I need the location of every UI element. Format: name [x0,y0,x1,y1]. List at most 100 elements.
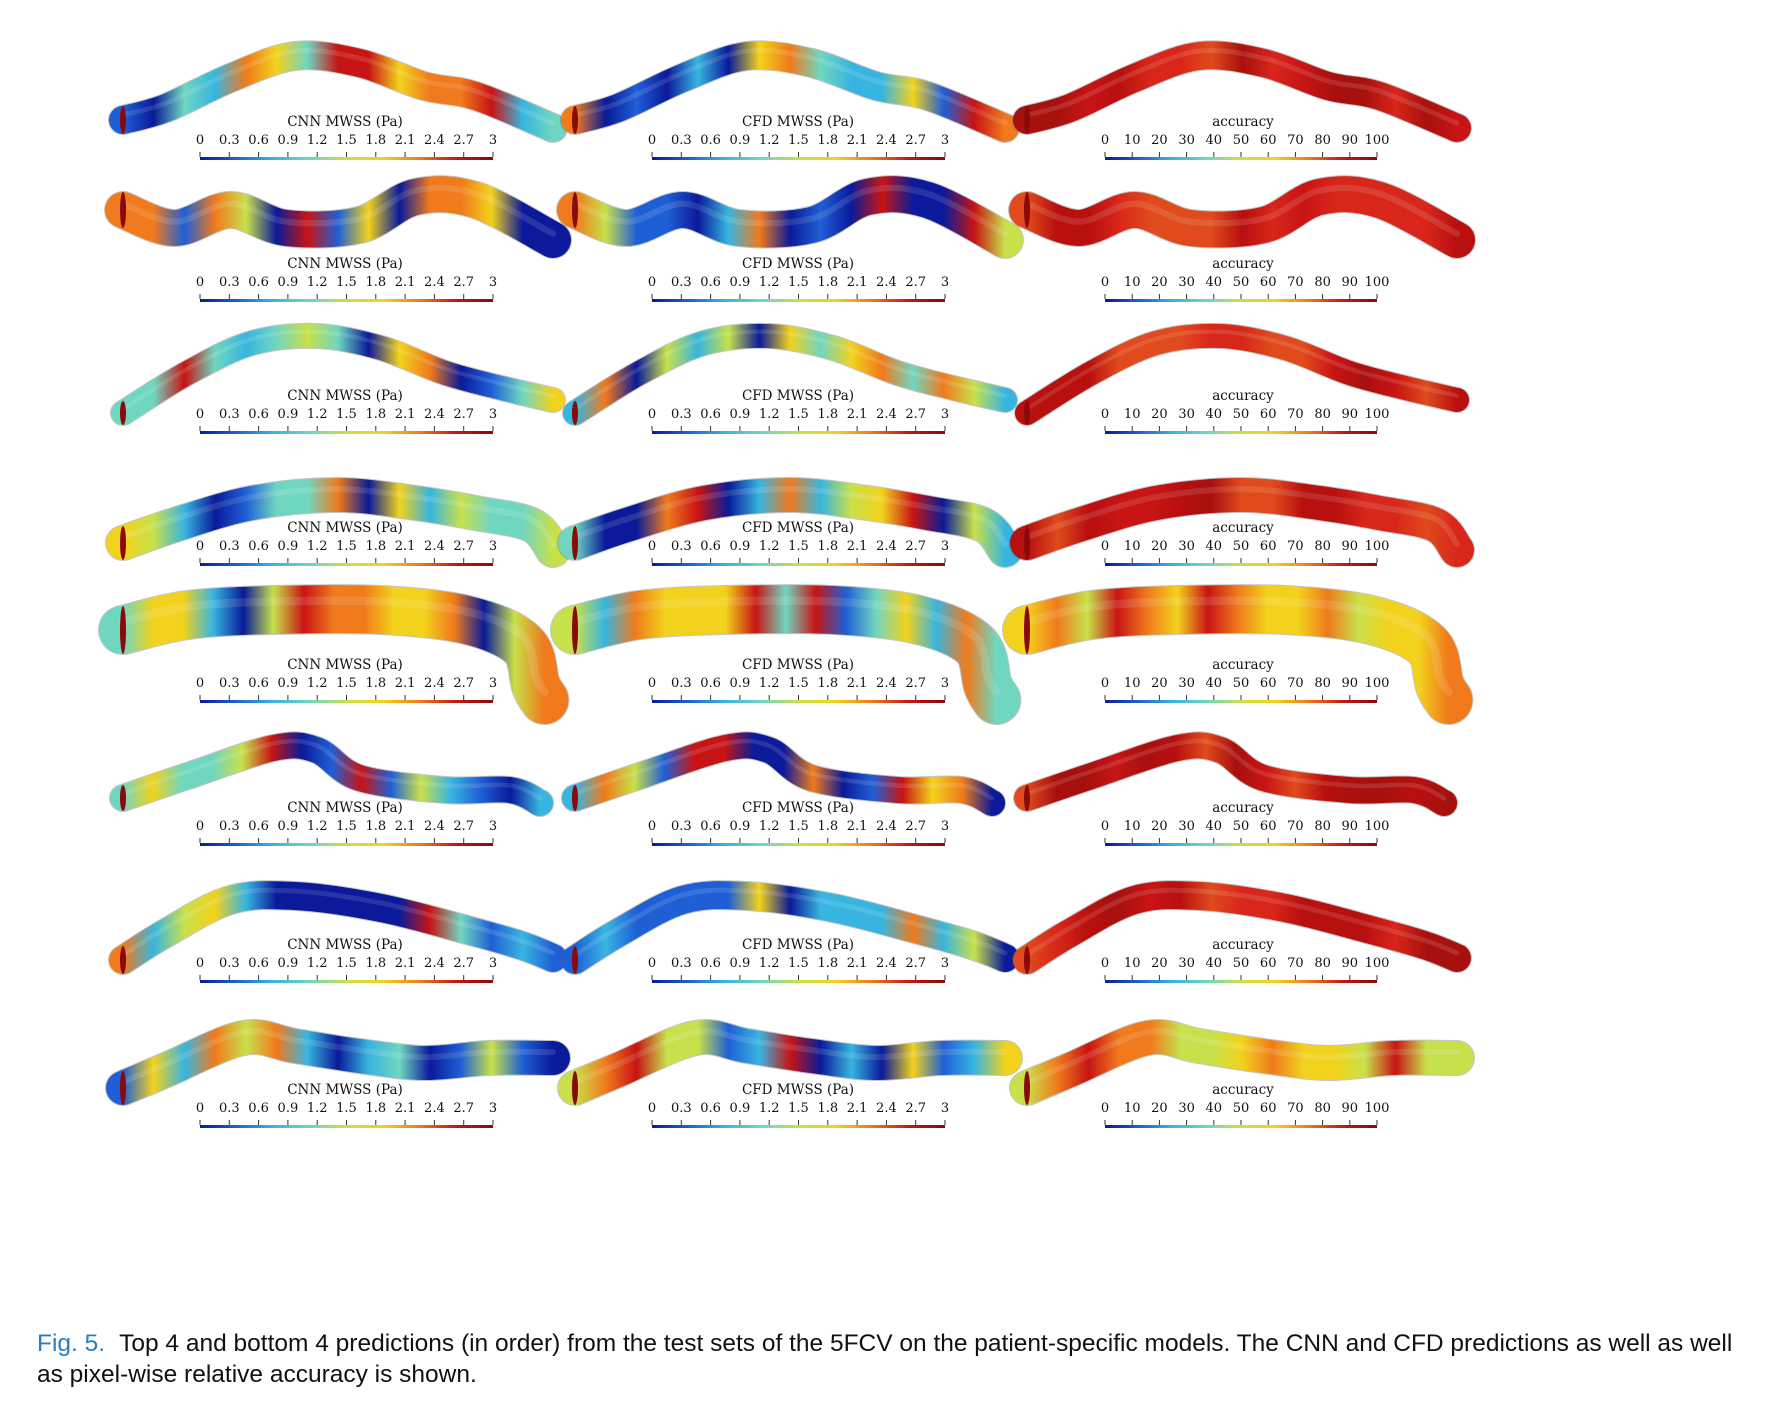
colorbar-gradient [1105,843,1377,846]
colorbar-tick-label: 2.7 [453,407,474,422]
colorbar-cnn: CNN MWSS (Pa) 0 0.3 0.6 0.9 1.2 1.5 1.8 2.1 2.4 2.… [196,256,497,302]
colorbar-tick-label: 0.6 [700,1101,721,1116]
colorbar-title: CNN MWSS (Pa) [287,388,403,404]
colorbar-tick-label: 1.8 [817,1101,838,1116]
colorbar-tick-label: 70 [1287,133,1304,148]
vessel-surface [109,41,567,142]
colorbar-tick-label: 0.3 [219,133,240,148]
colorbar-tick-label: 90 [1342,407,1359,422]
colorbar-tick-label: 0 [1101,407,1109,422]
colorbar-tick-label: 2.1 [395,275,416,290]
colorbar-cnn: CNN MWSS (Pa) 0 0.3 0.6 0.9 1.2 1.5 1.8 2.1 2.4 2.… [196,800,497,846]
colorbar-tick-label: 50 [1233,676,1250,691]
colorbar-tick-label: 40 [1206,819,1223,834]
colorbar-tick-label: 3 [489,275,497,290]
colorbar-tick-label: 0.9 [730,407,751,422]
vessel-surface [106,477,570,567]
colorbar-tick-label: 10 [1124,275,1141,290]
colorbar-tick-label: 2.1 [395,956,416,971]
colorbar-cfd: CFD MWSS (Pa) 0 0.3 0.6 0.9 1.2 1.5 1.8 2.1 2.4 2.… [648,657,949,703]
colorbar-tick-label: 2.7 [905,1101,926,1116]
colorbar-title: accuracy [1212,114,1274,130]
vessel-surface [106,1020,570,1105]
colorbar-tick-label: 2.7 [905,956,926,971]
colorbar-tick-label: 0.6 [248,407,269,422]
colorbar-tick-label: 0.9 [730,275,751,290]
colorbar-tick-label: 90 [1342,275,1359,290]
colorbar-tick-label: 1.5 [788,133,809,148]
colorbar-tick-label: 0.6 [700,956,721,971]
colorbar-cfd: CFD MWSS (Pa) 0 0.3 0.6 0.9 1.2 1.5 1.8 2.1 2.4 2.… [648,388,949,434]
colorbar-tick-label: 2.1 [395,819,416,834]
colorbar-tick-label: 2.7 [453,133,474,148]
colorbar-tick-label: 0.3 [219,676,240,691]
colorbar-accuracy: accuracy 0 10 20 30 40 50 60 70 80 90 100 [1101,937,1389,983]
colorbar-tick-label: 30 [1178,956,1195,971]
colorbar-tick-label: 10 [1124,407,1141,422]
colorbar-tick-label: 50 [1233,956,1250,971]
colorbar-title: CNN MWSS (Pa) [287,800,403,816]
colorbar-tick-label: 3 [941,956,949,971]
colorbar-tick-label: 2.4 [876,676,897,691]
panel-cfd-row-2: CFD MWSS (Pa) 0 0.3 0.6 0.9 1.2 1.5 1.8 2.1 2.4 2.… [556,175,1024,302]
colorbar-tick-label: 30 [1178,539,1195,554]
colorbar-cnn: CNN MWSS (Pa) 0 0.3 0.6 0.9 1.2 1.5 1.8 2.1 2.4 2.… [196,657,497,703]
colorbar-tick-label: 1.8 [365,956,386,971]
colorbar-tick-label: 50 [1233,407,1250,422]
colorbar-title: accuracy [1212,1082,1274,1098]
colorbar-gradient [652,157,945,160]
colorbar-tick-label: 1.2 [307,1101,328,1116]
colorbar-tick-label: 0 [196,407,204,422]
colorbar-accuracy: accuracy 0 10 20 30 40 50 60 70 80 90 100 [1101,657,1389,703]
panel-cnn-row-2: CNN MWSS (Pa) 0 0.3 0.6 0.9 1.2 1.5 1.8 2.1 2.4 2.… [104,175,572,302]
colorbar-tick-label: 0 [196,956,204,971]
colorbar-gradient [652,980,945,983]
colorbar-tick-label: 1.2 [759,539,780,554]
colorbar-accuracy: accuracy 0 10 20 30 40 50 60 70 80 90 100 [1101,114,1389,160]
colorbar-tick-label: 80 [1314,819,1331,834]
colorbar-tick-label: 1.8 [365,539,386,554]
colorbar-tick-label: 2.7 [453,539,474,554]
vessel-surface [1013,41,1471,142]
colorbar-cfd: CFD MWSS (Pa) 0 0.3 0.6 0.9 1.2 1.5 1.8 2.1 2.4 2.… [648,520,949,566]
colorbar-cnn: CNN MWSS (Pa) 0 0.3 0.6 0.9 1.2 1.5 1.8 2.1 2.4 2.… [196,388,497,434]
panel-accuracy-row-1: accuracy 0 10 20 30 40 50 60 70 80 90 100 [1012,40,1472,160]
colorbar-tick-label: 1.8 [817,133,838,148]
colorbar-tick-label: 1.5 [336,819,357,834]
panel-cfd-row-4: CFD MWSS (Pa) 0 0.3 0.6 0.9 1.2 1.5 1.8 2.1 2.4 2.… [557,476,1023,568]
colorbar-tick-label: 0.3 [671,1101,692,1116]
vessel-surface [105,176,571,258]
colorbar-tick-label: 2.1 [395,676,416,691]
panel-cnn-row-4: CNN MWSS (Pa) 0 0.3 0.6 0.9 1.2 1.5 1.8 2.1 2.4 2.… [105,476,571,568]
panel-cfd-row-1: CFD MWSS (Pa) 0 0.3 0.6 0.9 1.2 1.5 1.8 2.1 2.4 2.… [560,40,1020,160]
colorbar-tick-label: 3 [489,956,497,971]
colorbar-tick-label: 0.6 [700,819,721,834]
colorbar-tick-label: 60 [1260,133,1277,148]
colorbar-gradient [1105,157,1377,160]
vessel-surface [111,323,565,425]
colorbar-tick-label: 1.8 [365,1101,386,1116]
colorbar-tick-label: 80 [1314,956,1331,971]
colorbar-tick-label: 3 [489,539,497,554]
colorbar-tick-label: 40 [1206,133,1223,148]
colorbar-tick-label: 0.3 [219,956,240,971]
colorbar-tick-label: 0.3 [671,407,692,422]
colorbar-tick-label: 1.2 [307,407,328,422]
colorbar-tick-label: 0.9 [278,539,299,554]
colorbar-tick-label: 1.8 [817,819,838,834]
colorbar-gradient [200,431,493,434]
colorbar-tick-label: 80 [1314,133,1331,148]
colorbar-tick-label: 0.3 [671,956,692,971]
colorbar-tick-label: 20 [1151,819,1168,834]
colorbar-tick-label: 0.6 [248,819,269,834]
caption-text: Top 4 and bottom 4 predictions (in order… [37,1330,1733,1388]
colorbar-title: CFD MWSS (Pa) [742,657,854,673]
colorbar-tick-label: 30 [1178,676,1195,691]
colorbar-gradient [1105,700,1377,703]
colorbar-tick-label: 90 [1342,819,1359,834]
colorbar-tick-label: 0.3 [671,539,692,554]
colorbar-tick-label: 1.5 [336,676,357,691]
colorbar-tick-label: 2.4 [424,133,445,148]
colorbar-tick-label: 2.1 [395,133,416,148]
colorbar-gradient [1105,431,1377,434]
